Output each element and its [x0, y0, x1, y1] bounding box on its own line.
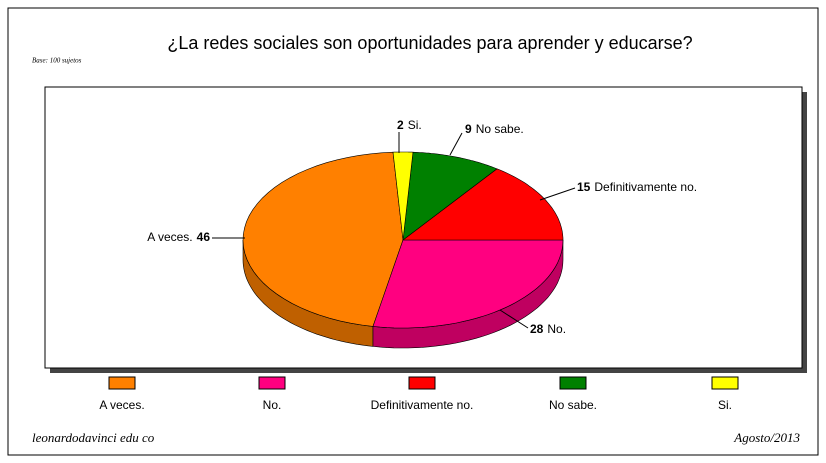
value-label: 9: [465, 122, 472, 136]
leader-line: [449, 132, 463, 156]
value-label: 28: [530, 322, 544, 336]
legend-swatch: [559, 376, 587, 390]
legend-swatch: [258, 376, 286, 390]
pie-slice: [402, 151, 498, 241]
legend-label: Definitivamente no.: [371, 398, 474, 412]
legend-swatch: [408, 376, 436, 390]
pie-slice: [402, 168, 564, 241]
value-label: 2: [397, 118, 404, 132]
data-label: A veces. 46: [147, 230, 210, 244]
category-label: No.: [547, 322, 566, 336]
pie-slice: [392, 151, 414, 241]
data-label: 9 No sabe.: [465, 122, 524, 136]
category-label: Si.: [408, 118, 422, 132]
category-label: A veces.: [147, 230, 192, 244]
legend-swatch: [108, 376, 136, 390]
category-label: No sabe.: [476, 122, 524, 136]
chart-title: ¿La redes sociales son oportunidades par…: [167, 33, 692, 53]
value-label: 46: [197, 230, 211, 244]
chart-subtitle: Base: 100 sujetos: [32, 57, 82, 65]
data-label: 28 No.: [530, 322, 566, 336]
value-label: 15: [577, 180, 591, 194]
legend-label: Si.: [718, 398, 732, 412]
data-label: 15 Definitivamente no.: [577, 180, 697, 194]
leader-line: [499, 309, 529, 329]
category-label: Definitivamente no.: [594, 180, 697, 194]
pie-slice: [242, 151, 404, 327]
footer-right: Agosto/2013: [733, 430, 800, 445]
legend-label: No sabe.: [549, 398, 597, 412]
legend-label: A veces.: [99, 398, 144, 412]
leader-line: [539, 187, 576, 201]
footer-left: leonardodavinci edu co: [32, 430, 155, 445]
legend-label: No.: [263, 398, 282, 412]
data-label: 2 Si.: [397, 118, 422, 132]
legend-swatch: [711, 376, 739, 390]
pie-slice: [372, 239, 564, 329]
